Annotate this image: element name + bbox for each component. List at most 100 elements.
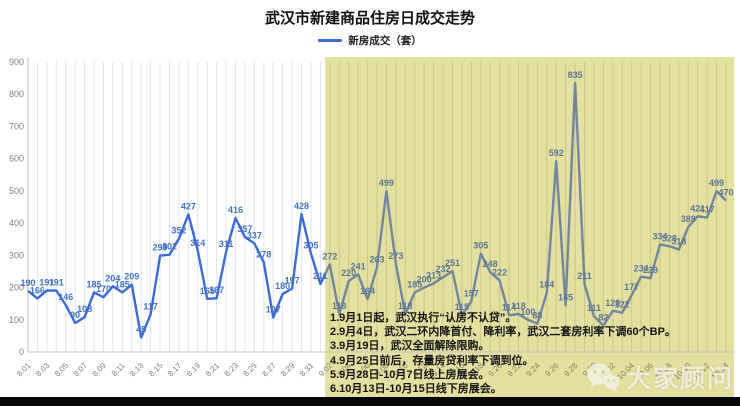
svg-text:229: 229 [643, 265, 658, 275]
svg-text:500: 500 [9, 186, 24, 196]
annotation-line-2: 2.9月4日，武汉二环内降首付、降利率，武汉二套房利率下调60个BP。 [330, 326, 676, 339]
svg-text:299: 299 [153, 243, 168, 253]
svg-text:388: 388 [681, 214, 696, 224]
svg-text:8.09: 8.09 [90, 361, 108, 379]
svg-text:145: 145 [558, 292, 573, 302]
svg-text:8.07: 8.07 [72, 361, 90, 379]
svg-text:115: 115 [455, 302, 470, 312]
svg-text:470: 470 [718, 188, 733, 198]
svg-text:421: 421 [690, 203, 705, 213]
svg-text:211: 211 [577, 271, 592, 281]
wechat-icon [586, 363, 620, 392]
svg-text:166: 166 [30, 286, 45, 296]
svg-text:190: 190 [20, 278, 35, 288]
svg-text:427: 427 [181, 201, 196, 211]
svg-text:211: 211 [313, 271, 328, 281]
watermark: 大家顾问 [586, 359, 734, 395]
svg-text:8.25: 8.25 [241, 361, 259, 379]
svg-text:118: 118 [511, 301, 526, 311]
gridlines [27, 62, 727, 352]
svg-text:251: 251 [445, 258, 460, 268]
svg-text:122: 122 [615, 300, 630, 310]
svg-text:200: 200 [417, 275, 432, 285]
y-axis-labels: 0 100 200 300 400 500 600 700 800 900 [9, 57, 24, 357]
svg-text:184: 184 [539, 280, 554, 290]
annotation-line-4: 4.9月25日前后，存量房贷利率下调到位。 [330, 354, 534, 367]
svg-text:165: 165 [200, 286, 215, 296]
svg-text:118: 118 [398, 301, 413, 311]
svg-text:8.19: 8.19 [185, 361, 203, 379]
svg-text:428: 428 [294, 201, 309, 211]
svg-text:8.03: 8.03 [34, 361, 52, 379]
annotation-line-6: 6.10月13日-10月15日线下房展会。 [330, 383, 502, 396]
page-title: 武汉市新建商品住房日成交走势 [264, 10, 475, 27]
svg-text:8.01: 8.01 [15, 361, 33, 379]
svg-text:185: 185 [407, 279, 422, 289]
svg-text:8.29: 8.29 [279, 361, 297, 379]
highlight-region [325, 57, 734, 397]
svg-text:197: 197 [285, 276, 300, 286]
svg-text:328: 328 [662, 233, 677, 243]
svg-text:107: 107 [266, 305, 281, 315]
svg-text:241: 241 [351, 261, 366, 271]
axes [27, 57, 734, 353]
svg-text:352: 352 [171, 226, 186, 236]
svg-text:499: 499 [709, 178, 724, 188]
svg-text:8.13: 8.13 [128, 361, 146, 379]
svg-text:111: 111 [587, 303, 601, 313]
svg-text:170: 170 [96, 284, 111, 294]
annotation-line-3: 3.9月19日，武汉全面解除限购。 [330, 340, 490, 353]
series-line [27, 212, 326, 339]
svg-text:314: 314 [190, 238, 205, 248]
svg-text:90: 90 [70, 310, 80, 320]
svg-text:0: 0 [19, 347, 24, 357]
svg-text:185: 185 [115, 279, 130, 289]
svg-text:337: 337 [247, 230, 262, 240]
svg-text:209: 209 [124, 272, 139, 282]
svg-text:117: 117 [143, 301, 158, 311]
svg-text:302: 302 [162, 242, 177, 252]
svg-text:167: 167 [209, 285, 224, 295]
svg-text:220: 220 [341, 268, 356, 278]
annotation-line-5: 5.9月28日-10月7日线上房展会。 [330, 368, 490, 381]
svg-text:88: 88 [532, 311, 542, 321]
svg-text:272: 272 [322, 251, 337, 261]
svg-text:191: 191 [39, 277, 54, 287]
svg-text:8.15: 8.15 [147, 361, 165, 379]
svg-text:278: 278 [256, 249, 271, 259]
svg-text:305: 305 [473, 241, 488, 251]
svg-text:835: 835 [568, 70, 583, 80]
svg-text:600: 600 [9, 154, 24, 164]
svg-text:8.05: 8.05 [53, 361, 71, 379]
svg-text:45: 45 [136, 325, 146, 335]
svg-text:191: 191 [49, 277, 64, 287]
svg-text:800: 800 [9, 89, 24, 99]
data-labels: 1901661911911469010818517020418520945117… [20, 70, 733, 335]
svg-text:592: 592 [549, 148, 564, 158]
svg-text:213: 213 [426, 270, 441, 280]
svg-text:100: 100 [9, 315, 24, 325]
svg-text:157: 157 [464, 288, 479, 298]
svg-text:8.17: 8.17 [166, 361, 184, 379]
svg-text:8.23: 8.23 [223, 361, 241, 379]
svg-text:8.11: 8.11 [110, 361, 127, 378]
svg-text:300: 300 [9, 250, 24, 260]
svg-text:185: 185 [87, 279, 102, 289]
svg-text:164: 164 [360, 286, 375, 296]
watermark-text: 大家顾问 [625, 365, 734, 393]
svg-text:108: 108 [77, 304, 92, 314]
svg-text:180: 180 [275, 281, 290, 291]
svg-text:204: 204 [105, 273, 120, 283]
bottom-black-bar [0, 397, 740, 406]
svg-text:416: 416 [228, 205, 243, 215]
svg-text:900: 900 [9, 57, 24, 67]
svg-text:311: 311 [219, 239, 234, 249]
svg-text:400: 400 [9, 218, 24, 228]
svg-text:200: 200 [9, 283, 24, 293]
svg-text:128: 128 [605, 298, 620, 308]
svg-text:82: 82 [598, 313, 608, 323]
svg-text:8.21: 8.21 [204, 361, 222, 379]
svg-text:334: 334 [652, 231, 667, 241]
svg-text:263: 263 [369, 254, 384, 264]
